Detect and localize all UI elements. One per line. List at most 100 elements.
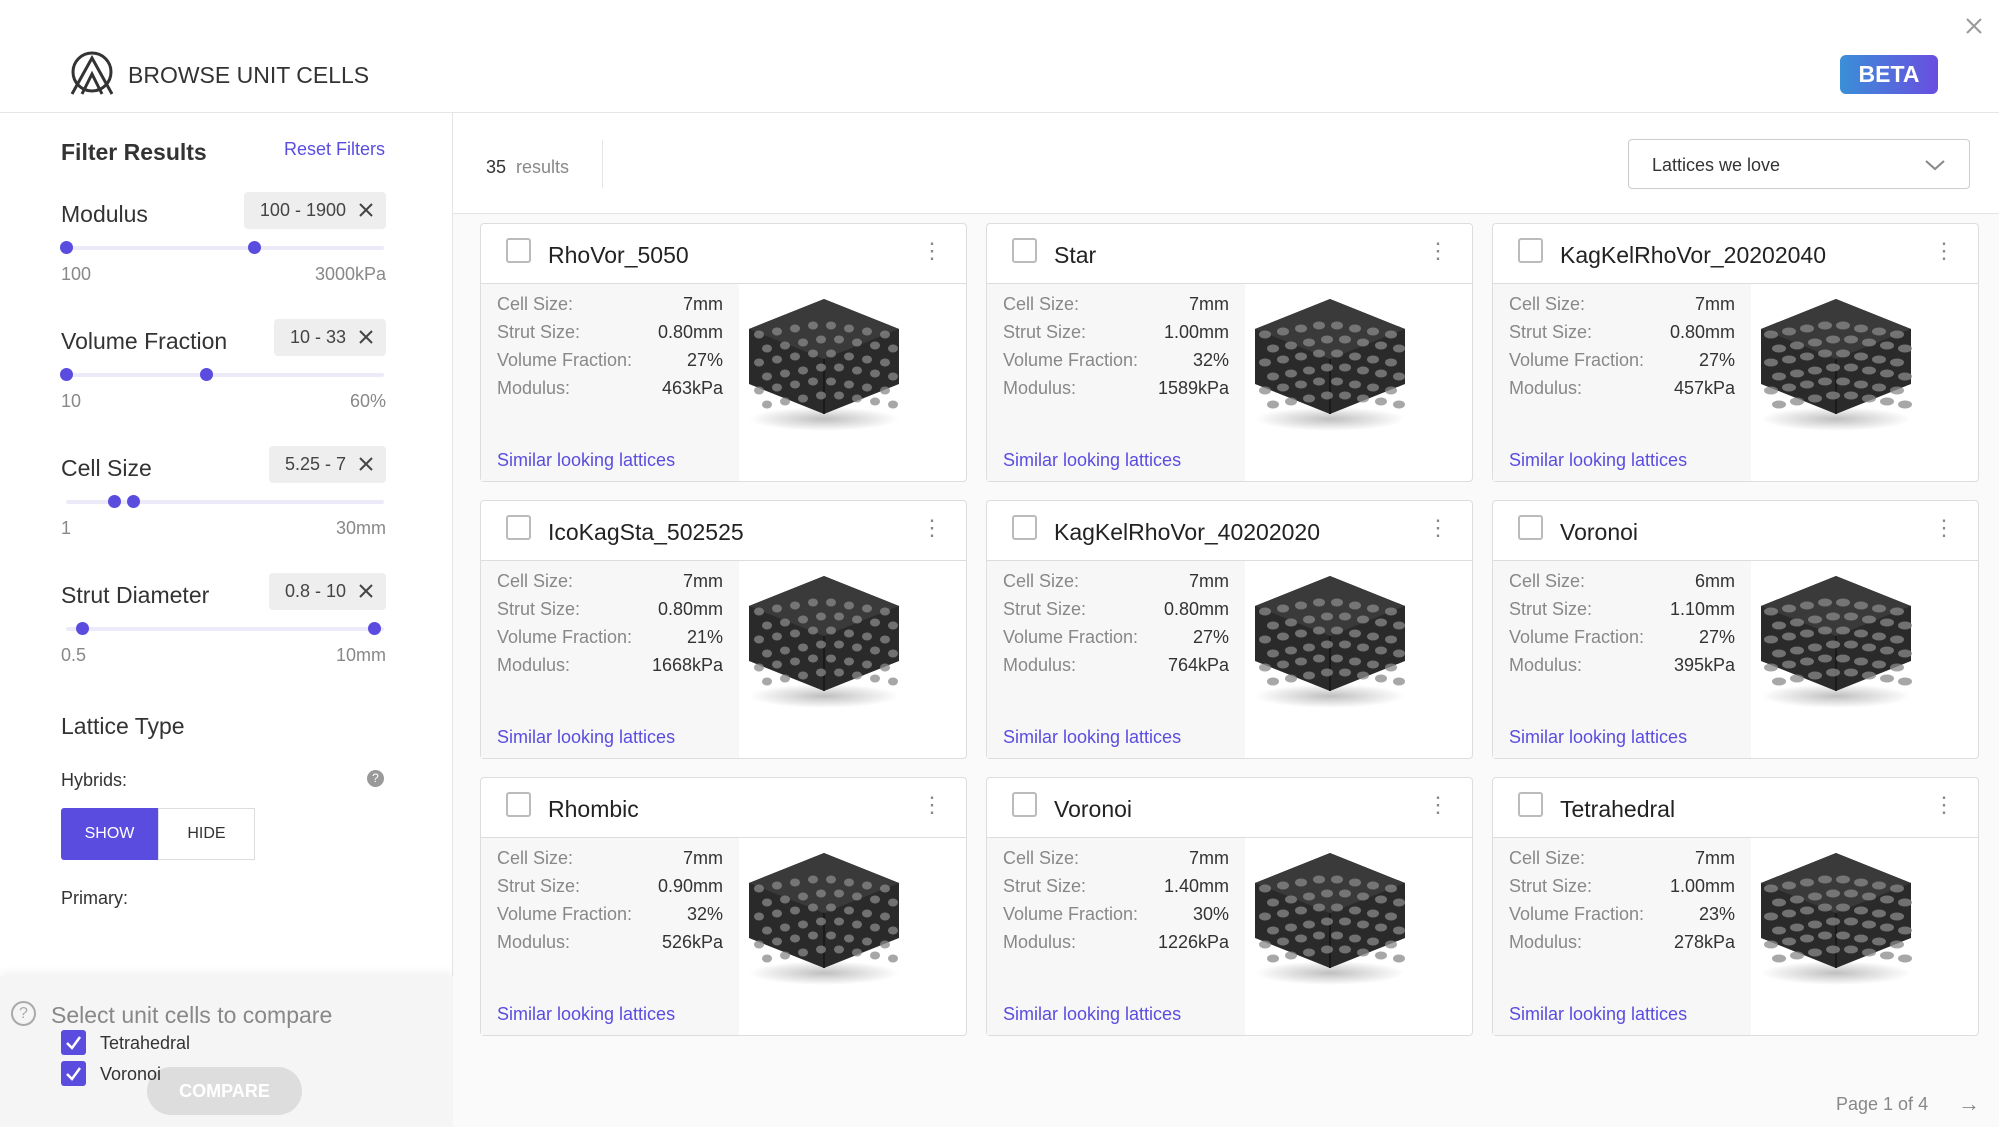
slider-handle[interactable] (368, 622, 382, 635)
similar-link[interactable]: Similar looking lattices (497, 727, 676, 747)
checkbox[interactable] (506, 515, 531, 540)
slider-handle[interactable] (107, 495, 121, 508)
filter-chip: 5.25 - 7 (268, 446, 386, 483)
slider-max: 3000kPa (314, 264, 386, 284)
compare-button[interactable]: COMPARE (147, 1067, 302, 1115)
slider-handle[interactable] (60, 368, 73, 381)
field-value: 7mm (1189, 294, 1229, 314)
similar-link[interactable]: Similar looking lattices (1509, 450, 1688, 470)
similar-link[interactable]: Similar looking lattices (1509, 1004, 1688, 1024)
slider-track (66, 495, 384, 508)
clear-filter[interactable] (358, 583, 374, 599)
similar-link[interactable]: Similar looking lattices (497, 1004, 676, 1024)
results-area: 35 results Lattices we love Page 1 of 4 … (453, 113, 1999, 1127)
slider-label: Cell Size (61, 455, 152, 481)
compare-prompt: Select unit cells to compare (51, 1002, 333, 1028)
similar-link[interactable]: Similar looking lattices (497, 450, 676, 470)
field-value: 21% (686, 627, 723, 647)
slider-track (66, 622, 384, 635)
slider-min: 0.5 (61, 645, 87, 665)
field-label: Cell Size: (497, 294, 574, 314)
lattice-preview (1761, 299, 1912, 431)
similar-link[interactable]: Similar looking lattices (1003, 1004, 1182, 1024)
show-button[interactable]: SHOW (61, 808, 158, 860)
next-page[interactable]: → (1958, 1091, 1980, 1116)
field-label: Cell Size: (1003, 294, 1080, 314)
more-menu[interactable]: ⋮ (1933, 792, 1955, 817)
lattice-card: KagKelRhoVor_20202040 ⋮ Cell Size: 7mm Strut… (1492, 223, 1979, 482)
chevron (1925, 160, 1945, 171)
field-value: 463kPa (661, 378, 723, 398)
card-body (987, 283, 1245, 481)
field-value: 7mm (683, 571, 723, 591)
hide-button[interactable]: HIDE (158, 808, 255, 860)
lattice-preview (749, 299, 899, 431)
field-label: Strut Size: (1509, 599, 1593, 619)
card-title: Star (1054, 242, 1097, 268)
label: Primary: (61, 888, 128, 908)
more-menu[interactable]: ⋮ (1427, 515, 1449, 540)
more-menu[interactable]: ⋮ (1933, 515, 1955, 540)
sort-dropdown[interactable]: Lattices we love (1628, 139, 1970, 189)
reset-filters[interactable]: Reset Filters (284, 139, 386, 159)
more-menu[interactable]: ⋮ (1933, 238, 1955, 263)
slider-handle[interactable] (75, 622, 89, 635)
similar-link[interactable]: Similar looking lattices (1003, 727, 1182, 747)
checkbox[interactable] (1012, 238, 1037, 263)
field-value: 0.90mm (657, 876, 723, 896)
more-menu[interactable]: ⋮ (921, 238, 943, 263)
card-title: KagKelRhoVor_20202040 (1560, 242, 1827, 268)
help-icon[interactable]: ? (367, 770, 384, 787)
slider-handle[interactable] (247, 241, 261, 254)
more-menu[interactable]: ⋮ (1427, 792, 1449, 817)
card-image-area (739, 283, 966, 481)
field-value: 457kPa (1673, 378, 1735, 398)
slider-handle[interactable] (126, 495, 140, 508)
more-menu[interactable]: ⋮ (921, 515, 943, 540)
similar-link[interactable]: Similar looking lattices (1509, 727, 1688, 747)
card-title: KagKelRhoVor_40202020 (1054, 519, 1321, 545)
field-label: Modulus: (497, 932, 571, 952)
lattice-preview (1255, 853, 1405, 985)
field-value: 7mm (683, 294, 723, 314)
slider-track (60, 368, 384, 381)
more-menu[interactable]: ⋮ (1427, 238, 1449, 263)
field-label: Cell Size: (497, 571, 574, 591)
section-title: Lattice Type (61, 713, 185, 739)
filter-chip: 10 - 33 (273, 319, 386, 356)
card-body (481, 283, 739, 481)
clear-filter[interactable] (358, 456, 374, 472)
slider-handle[interactable] (199, 368, 213, 381)
clear-filter[interactable] (358, 329, 374, 345)
field-label: Strut Size: (497, 322, 581, 342)
checkbox[interactable] (506, 792, 531, 817)
card-image-area (1245, 283, 1472, 481)
checkbox[interactable] (1518, 792, 1543, 817)
checkbox[interactable] (506, 238, 531, 263)
card-title: Tetrahedral (1560, 796, 1676, 822)
more-menu[interactable]: ⋮ (921, 792, 943, 817)
clear-filter[interactable] (358, 202, 374, 218)
result-label: results (516, 157, 570, 177)
close-button[interactable] (1964, 16, 1984, 36)
field-value: 30% (1192, 904, 1229, 924)
lattice-card: KagKelRhoVor_40202020 ⋮ Cell Size: 7mm Strut… (986, 500, 1473, 759)
field-label: Volume Fraction: (1003, 904, 1139, 924)
checkbox[interactable] (1518, 515, 1543, 540)
similar-link[interactable]: Similar looking lattices (1003, 450, 1182, 470)
checkbox[interactable] (1518, 238, 1543, 263)
field-label: Volume Fraction: (1509, 627, 1645, 647)
lattice-preview (1255, 576, 1405, 708)
lattice-preview (749, 853, 899, 985)
field-label: Volume Fraction: (1509, 350, 1645, 370)
checkbox[interactable] (61, 1030, 86, 1055)
field-value: 7mm (1189, 571, 1229, 591)
slider-handle[interactable] (60, 241, 73, 254)
field-value: 27% (1698, 627, 1735, 647)
checkbox[interactable] (1012, 515, 1037, 540)
field-value: 1.40mm (1163, 876, 1229, 896)
checkbox[interactable] (1012, 792, 1037, 817)
lattice-card: Tetrahedral ⋮ Cell Size: 7mm Strut Size: 1.00… (1492, 777, 1979, 1036)
checkbox[interactable] (61, 1061, 86, 1086)
field-value: 0.80mm (657, 322, 723, 342)
